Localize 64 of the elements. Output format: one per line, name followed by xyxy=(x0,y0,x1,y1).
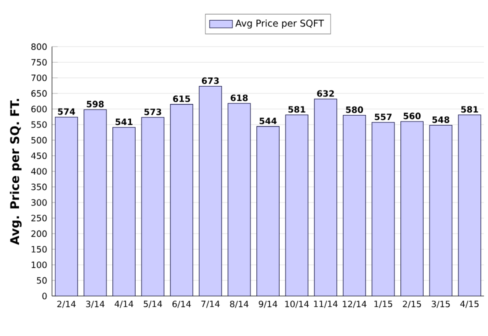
y-tick-label: 0 xyxy=(42,292,47,300)
y-tick-label: 150 xyxy=(32,246,47,253)
x-tick-label: 7/14 xyxy=(201,300,220,308)
bar xyxy=(285,114,308,296)
data-label: 581 xyxy=(288,106,306,113)
y-tick-label: 450 xyxy=(31,152,47,160)
bar xyxy=(228,103,251,296)
data-label: 632 xyxy=(317,90,334,97)
data-label: 618 xyxy=(230,94,248,102)
y-tick-label: 350 xyxy=(31,184,47,190)
data-label: 557 xyxy=(374,114,392,120)
y-tick-label: 250 xyxy=(31,214,47,222)
y-axis-title: Avg. Price per SQ. FT. xyxy=(10,98,22,245)
y-tick-label: 800 xyxy=(31,43,47,50)
data-label: 541 xyxy=(116,118,132,126)
bar xyxy=(54,116,78,296)
x-tick-label: 5/14 xyxy=(144,300,162,308)
x-tick-label: 4/15 xyxy=(460,300,479,308)
bar xyxy=(84,109,107,296)
x-tick-label: 6/14 xyxy=(172,300,191,308)
y-tick-label: 650 xyxy=(31,90,47,97)
y-tick-label: 50 xyxy=(36,277,47,284)
data-label: 560 xyxy=(404,112,421,120)
data-label: 615 xyxy=(173,96,190,102)
x-tick-label: 12/14 xyxy=(342,300,366,308)
x-tick-label: 11/14 xyxy=(314,300,338,308)
bar xyxy=(314,98,338,296)
x-tick-label: 9/14 xyxy=(258,300,278,308)
data-label: 573 xyxy=(144,108,162,116)
data-label: 581 xyxy=(461,106,478,113)
y-tick-label: 600 xyxy=(31,106,47,112)
bar xyxy=(256,126,280,296)
x-tick-label: 3/14 xyxy=(86,300,104,308)
x-tick-label: 3/15 xyxy=(432,300,450,308)
bar xyxy=(170,104,194,296)
bar xyxy=(458,114,482,296)
y-tick-label: 700 xyxy=(31,74,47,82)
data-label: 598 xyxy=(86,100,104,108)
y-tick-label: 550 xyxy=(31,121,47,128)
data-label: 548 xyxy=(432,116,450,123)
y-tick-label: 100 xyxy=(32,262,47,268)
data-label: 580 xyxy=(346,106,364,113)
x-tick-label: 2/15 xyxy=(402,300,421,308)
data-label: 574 xyxy=(58,108,76,115)
data-label: 673 xyxy=(202,77,219,84)
x-tick-label: 1/15 xyxy=(374,300,392,308)
bar xyxy=(198,86,222,296)
y-tick-label: 300 xyxy=(31,199,47,206)
x-tick-label: 4/14 xyxy=(114,300,134,308)
x-tick-label: 2/14 xyxy=(57,300,76,308)
x-tick-label: 10/14 xyxy=(285,300,309,308)
data-label: 544 xyxy=(260,118,277,124)
x-tick-label: 8/14 xyxy=(230,300,248,308)
y-tick-label: 750 xyxy=(31,58,47,66)
y-tick-label: 500 xyxy=(31,136,47,144)
y-tick-label: 400 xyxy=(31,168,47,175)
bar xyxy=(141,117,164,296)
y-tick-label: 200 xyxy=(31,230,47,237)
bar xyxy=(342,114,366,296)
bar xyxy=(400,121,424,296)
legend-label: Avg Price per SQFT xyxy=(235,20,324,29)
bar xyxy=(112,127,136,296)
bar xyxy=(372,122,395,296)
bar xyxy=(429,124,452,296)
